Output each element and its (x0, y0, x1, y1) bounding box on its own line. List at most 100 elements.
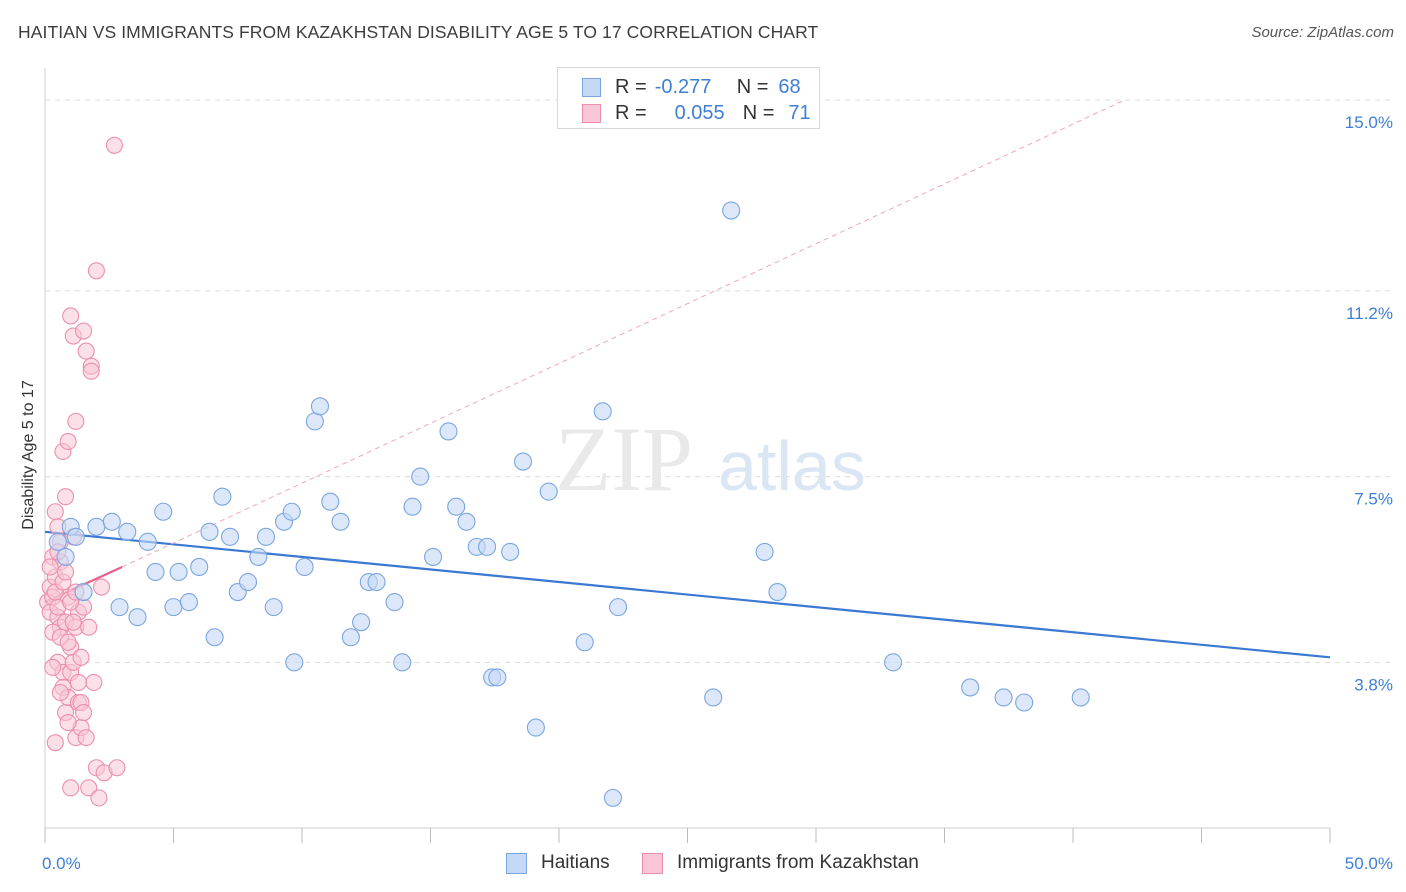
legend-label-haitians: Haitians (541, 852, 610, 873)
kazakhstan-point (46, 734, 64, 752)
haitians-point (603, 788, 623, 807)
haitians-point (1015, 693, 1034, 712)
haitians-point (1071, 688, 1090, 707)
grid-lines (45, 99, 1395, 663)
haitians-point (722, 201, 741, 220)
haitians-point (393, 653, 412, 672)
kazakhstan-point (59, 432, 77, 451)
haitians-point (447, 497, 466, 516)
haitians-point (994, 688, 1013, 707)
haitians-point (74, 583, 93, 602)
kazakhstan-point (75, 322, 93, 340)
kazakhstan-point (62, 779, 80, 797)
legend-item-kazakhstan: Immigrants from Kazakhstan (642, 852, 919, 874)
haitians-point (704, 688, 723, 707)
kazakhstan-point (90, 789, 108, 807)
x-tick-label: 0.0% (42, 854, 81, 873)
kazakhstan-point (41, 558, 59, 576)
kazakhstan-point (85, 673, 103, 691)
haitians-point (961, 678, 980, 697)
haitians-point (439, 422, 458, 441)
haitians-point (169, 562, 188, 582)
haitians-point (138, 532, 157, 551)
haitians-point (220, 527, 240, 546)
legend-n-value: 68 (778, 75, 801, 98)
x-tick-label: 50.0% (1345, 854, 1393, 873)
source-label: Source: ZipAtlas.com (1251, 24, 1394, 41)
legend-item-haitians: Haitians (506, 852, 610, 874)
haitians-point (238, 572, 258, 592)
kazakhstan-point (105, 136, 123, 154)
haitians-point (205, 628, 224, 647)
kazakhstan-point (92, 578, 111, 596)
kazakhstan-point (72, 648, 90, 666)
legend-n-label: N = (736, 75, 769, 98)
legend-swatch-pink (582, 103, 601, 123)
haitians-point (310, 397, 330, 416)
legend: R = -0.277 N = 68 R = 0.055 N = 71 (557, 67, 820, 129)
kazakhstan-point (67, 412, 85, 430)
kazakhstan-point (46, 503, 64, 521)
legend-swatch-pink (642, 852, 663, 874)
haitians-point (367, 572, 386, 592)
haitians-point (48, 532, 67, 551)
haitians-point (66, 527, 85, 546)
haitians-point (264, 598, 283, 617)
haitians-point (256, 527, 276, 546)
kazakhstan-point (59, 714, 77, 732)
haitians-point (285, 653, 304, 672)
haitians-point (526, 718, 545, 737)
haitians-point (146, 562, 165, 582)
kazakhstan-point (108, 759, 126, 777)
haitians-point (154, 502, 173, 521)
trend-lines (44, 99, 1331, 659)
legend-swatch-blue (582, 77, 601, 97)
haitians-point (403, 497, 422, 516)
kazakhstan-point (82, 362, 100, 380)
y-tick-label: 3.8% (1354, 675, 1393, 694)
y-tick-label: 7.5% (1354, 490, 1393, 509)
watermark-zip: ZIP (555, 408, 693, 510)
legend-swatch-blue (506, 852, 527, 874)
haitians-point (164, 598, 183, 617)
legend-n-value: 71 (788, 101, 811, 124)
haitians-point (884, 653, 903, 672)
kazakhstan-point (75, 703, 93, 722)
haitians-point (102, 512, 121, 531)
haitians-point (321, 492, 340, 511)
chart-title: HAITIAN VS IMMIGRANTS FROM KAZAKHSTAN DI… (18, 22, 819, 42)
haitians-point (609, 598, 628, 617)
haitians-point (488, 668, 507, 687)
haitians-point (575, 633, 594, 652)
kazakhstan-point (64, 613, 82, 631)
kazakhstan-point (57, 563, 75, 581)
haitians-point (305, 412, 324, 431)
kazakhstan-point (87, 262, 105, 280)
legend-row-haitians: R = -0.277 N = 68 (582, 74, 801, 100)
y-tick-label: 15.0% (1345, 113, 1393, 132)
kazakhstan-point (77, 729, 95, 747)
kazakhstan-point (51, 683, 69, 702)
haitians-point (477, 537, 497, 556)
haitians-point (513, 452, 533, 471)
haitians-point (457, 512, 476, 531)
haitians-point (200, 522, 219, 541)
haitians-point (331, 512, 350, 531)
haitians-point (179, 593, 198, 612)
legend-r-value: -0.277 (654, 75, 712, 98)
haitians-point (118, 522, 137, 541)
haitians-point (411, 467, 430, 486)
kazakhstan-point (57, 488, 75, 506)
kazakhstan-trend-extension (121, 99, 1125, 568)
haitians-point (213, 487, 232, 506)
haitians-point (539, 482, 558, 501)
axes (44, 68, 1331, 843)
legend-label-kazakhstan: Immigrants from Kazakhstan (677, 852, 919, 873)
tick-labels: 3.8% 7.5% 11.2% 15.0% 0.0% 50.0% (42, 113, 1393, 873)
data-points (39, 136, 1090, 807)
kazakhstan-point (77, 342, 95, 360)
haitians-point (352, 613, 371, 632)
kazakhstan-point (59, 633, 77, 651)
haitians-point (56, 547, 75, 566)
haitians-point (424, 547, 443, 566)
